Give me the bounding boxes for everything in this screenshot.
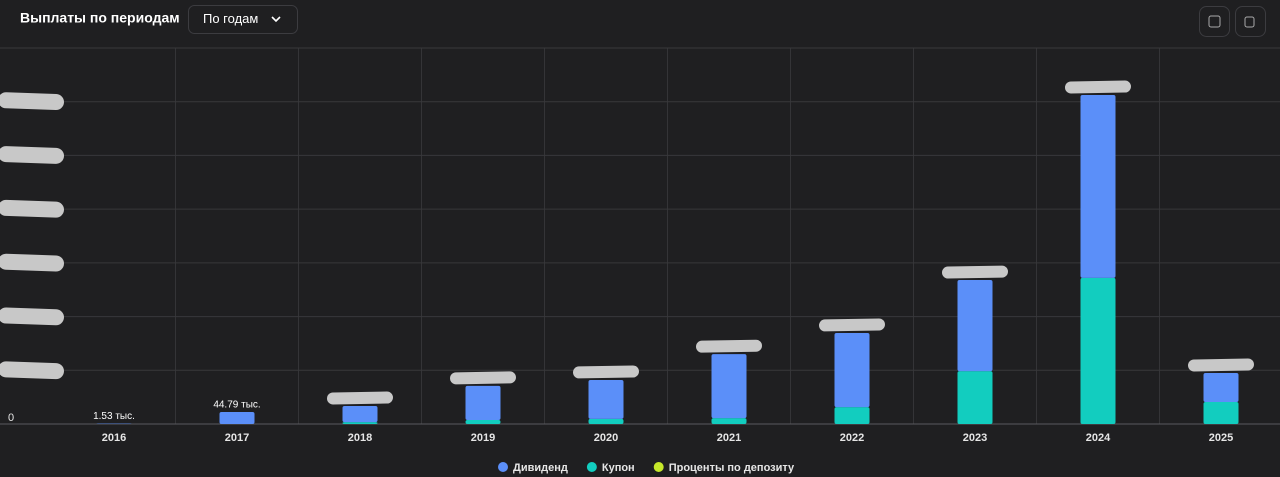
x-tick-label: 2025 bbox=[1209, 432, 1233, 444]
redacted-total-label bbox=[1188, 358, 1254, 372]
redacted-total-label bbox=[942, 265, 1008, 279]
x-tick-label: 2023 bbox=[963, 432, 987, 444]
save-button[interactable] bbox=[1199, 6, 1230, 37]
redacted-total-label bbox=[1065, 80, 1131, 94]
bar-segment bbox=[1203, 401, 1239, 424]
bar-segment bbox=[957, 280, 993, 372]
title: Выплаты по периодам bbox=[20, 10, 180, 26]
redacted-total-label bbox=[696, 339, 762, 353]
bar-segment bbox=[711, 418, 747, 424]
bar-segment bbox=[1080, 95, 1116, 278]
bar-segment bbox=[588, 379, 624, 419]
x-tick-label: 2016 bbox=[102, 432, 126, 444]
total-label: 44.79 тыс. bbox=[213, 400, 260, 411]
bar-segment bbox=[219, 411, 255, 424]
x-tick-label: 2017 bbox=[225, 432, 249, 444]
redacted-y-tick-label bbox=[0, 199, 64, 218]
total-label: 1.53 тыс. bbox=[93, 411, 135, 422]
redacted-y-tick-label bbox=[0, 253, 64, 272]
dropdown-chevron bbox=[271, 16, 281, 23]
redacted-y-tick-label bbox=[0, 361, 64, 380]
redacted-total-label bbox=[327, 391, 393, 405]
period-dropdown-label[interactable]: По годам bbox=[203, 11, 258, 26]
x-tick-label: 2022 bbox=[840, 432, 864, 444]
period-dropdown[interactable] bbox=[188, 5, 298, 34]
x-tick-label: 2024 bbox=[1086, 432, 1111, 444]
bar-segment bbox=[1203, 372, 1239, 402]
y-tick-label: 0 bbox=[8, 412, 14, 424]
bar-segment bbox=[465, 385, 501, 420]
bar-segment bbox=[834, 332, 870, 408]
legend-label: Купон bbox=[602, 462, 635, 474]
x-tick-label: 2020 bbox=[594, 432, 618, 444]
redacted-total-label bbox=[450, 371, 516, 385]
legend-label: Проценты по депозиту bbox=[669, 462, 795, 474]
legend-marker bbox=[653, 462, 664, 472]
legend-label: Дивиденд bbox=[513, 462, 568, 474]
x-tick-label: 2021 bbox=[717, 432, 741, 444]
bar-segment bbox=[588, 418, 624, 424]
bar-segment bbox=[1080, 277, 1116, 424]
bar-segment bbox=[834, 407, 870, 424]
copy-icon bbox=[1244, 16, 1255, 28]
redacted-total-label bbox=[573, 365, 639, 379]
bar-segment bbox=[342, 406, 378, 423]
bar-segment bbox=[342, 422, 378, 424]
redacted-total-label bbox=[819, 318, 885, 332]
redacted-y-tick-label bbox=[0, 307, 64, 326]
bar-segment bbox=[957, 371, 993, 424]
bar-segment bbox=[711, 354, 747, 419]
bar-segment bbox=[465, 419, 501, 424]
legend-marker bbox=[586, 462, 597, 472]
save-icon bbox=[1208, 15, 1221, 28]
redacted-y-tick-label bbox=[0, 146, 65, 164]
x-tick-label: 2018 bbox=[348, 432, 372, 444]
legend-marker bbox=[498, 462, 508, 472]
redacted-y-tick-label bbox=[0, 92, 65, 111]
copy-button[interactable] bbox=[1235, 6, 1266, 37]
x-tick-label: 2019 bbox=[471, 432, 495, 444]
